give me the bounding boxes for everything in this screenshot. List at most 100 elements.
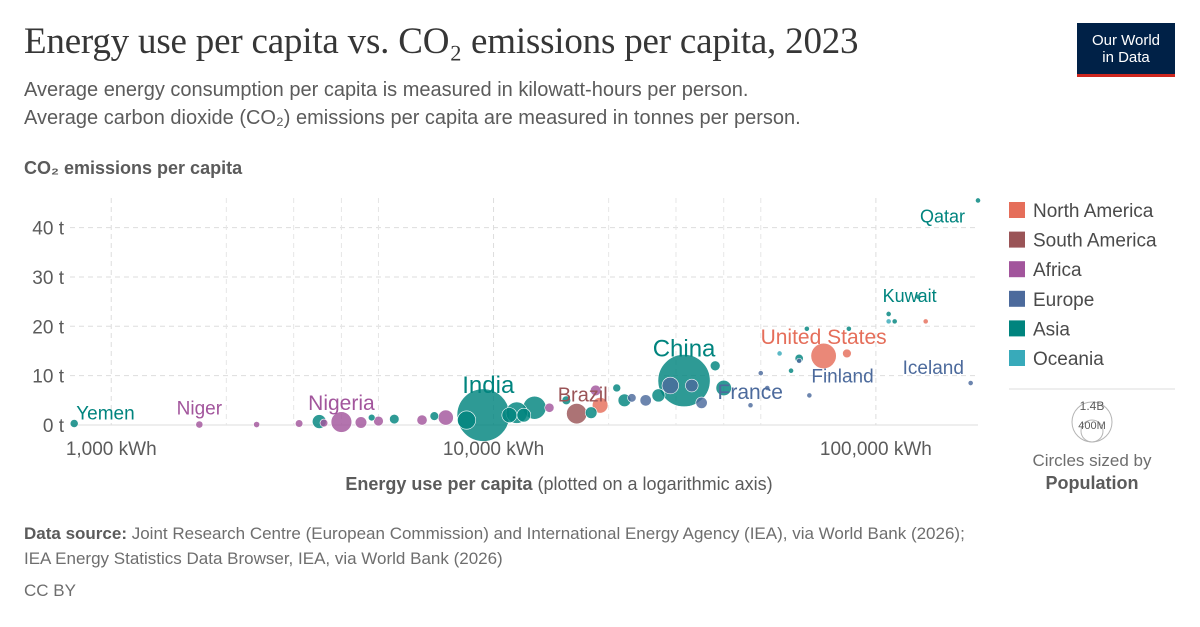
chart-subtitle: Average energy consumption per capita is… (24, 76, 1024, 132)
legend-item[interactable]: Europe (1009, 290, 1094, 311)
point-label: China (653, 336, 716, 363)
data-point[interactable] (516, 407, 532, 423)
data-point[interactable] (437, 409, 454, 426)
data-point[interactable] (709, 360, 721, 372)
point-label: Finland (811, 366, 873, 387)
chart-title: Energy use per capita vs. CO₂ emissions … (24, 21, 859, 62)
data-point[interactable] (891, 318, 898, 325)
data-point[interactable] (922, 318, 929, 325)
license[interactable]: CC BY (24, 581, 76, 600)
legend-item[interactable]: Asia (1009, 319, 1070, 340)
data-point[interactable] (253, 421, 261, 428)
source-line-1[interactable]: Joint Research Centre (European Commissi… (131, 524, 965, 543)
logo-line-2: in Data (1102, 49, 1150, 66)
point-label: United States (761, 326, 887, 349)
data-point[interactable] (373, 415, 384, 427)
x-axis-title-note: (plotted on a logarithmic axis) (537, 474, 772, 494)
data-point[interactable] (685, 378, 699, 393)
point-label: Yemen (76, 404, 134, 425)
data-point[interactable] (845, 325, 852, 332)
data-point[interactable] (842, 348, 852, 359)
data-point[interactable] (319, 418, 329, 428)
data-point[interactable] (764, 385, 771, 391)
size-legend-caption: Circles sized by (1032, 451, 1152, 470)
point-label: Nigeria (308, 392, 375, 415)
y-axis-title: CO₂ emissions per capita (24, 158, 243, 178)
data-point[interactable] (915, 293, 922, 300)
data-point[interactable] (612, 383, 622, 393)
legend-item[interactable]: South America (1009, 231, 1157, 252)
data-point[interactable] (294, 419, 304, 428)
data-point[interactable] (544, 402, 555, 413)
data-point[interactable] (651, 388, 666, 403)
point-label: Niger (177, 399, 223, 420)
x-axis-title: Energy use per capita (plotted on a loga… (345, 474, 772, 494)
data-point[interactable] (389, 413, 400, 425)
footer-source: Data source: Joint Research Centre (Euro… (24, 521, 1184, 571)
y-tick-label: 20 t (32, 317, 64, 338)
legend-swatch (1009, 290, 1025, 307)
point-label: India (462, 372, 515, 399)
data-point[interactable] (975, 197, 981, 204)
data-point[interactable] (806, 392, 813, 399)
legend-swatch (1009, 261, 1025, 278)
data-point[interactable] (429, 411, 440, 421)
data-point[interactable] (69, 419, 79, 428)
y-tick-label: 10 t (32, 367, 64, 388)
legend-item[interactable]: Africa (1009, 260, 1082, 281)
data-point[interactable] (627, 393, 637, 403)
data-point[interactable] (695, 396, 708, 409)
size-legend-large-label: 1.4B (1080, 399, 1105, 413)
legend-label: Oceania (1033, 349, 1104, 370)
data-point[interactable] (715, 379, 732, 397)
y-tick-label: 30 t (32, 268, 64, 289)
data-point[interactable] (590, 384, 602, 397)
x-tick-label: 1,000 kWh (66, 439, 157, 460)
logo-line-1: Our World (1091, 32, 1161, 49)
data-point[interactable] (885, 318, 892, 325)
data-point[interactable] (661, 376, 679, 395)
scatter-chart: CO₂ emissions per capita 0 t 10 t 20 t 30 t 4… (24, 158, 1175, 494)
data-point[interactable] (457, 410, 477, 430)
point-label: Kuwait (883, 286, 937, 306)
data-point[interactable] (757, 370, 764, 377)
data-point[interactable] (639, 394, 652, 407)
legend-label: Europe (1033, 290, 1094, 311)
data-point[interactable] (967, 380, 974, 386)
legend-item[interactable]: Oceania (1009, 349, 1104, 370)
owid-logo[interactable]: Our World in Data (1077, 23, 1175, 77)
data-point[interactable] (788, 367, 794, 374)
data-point[interactable] (776, 350, 783, 357)
size-legend-small-label: 400M (1078, 420, 1106, 432)
legend-swatch (1009, 320, 1025, 337)
legend-label: Asia (1033, 319, 1070, 340)
legend-swatch (1009, 350, 1025, 366)
x-axis-title-bold: Energy use per capita (345, 474, 537, 494)
source-line-2[interactable]: IEA Energy Statistics Data Browser, IEA,… (24, 549, 503, 568)
data-point[interactable] (330, 411, 353, 433)
data-point[interactable] (561, 395, 572, 406)
legend-item[interactable]: North America (1009, 201, 1154, 222)
y-tick-label: 0 t (43, 416, 65, 437)
point-label: Qatar (920, 206, 965, 226)
data-point[interactable] (803, 325, 810, 332)
data-point[interactable] (885, 311, 892, 317)
legend-label: South America (1033, 231, 1157, 252)
data-point[interactable] (810, 342, 837, 369)
x-tick-label: 100,000 kWh (820, 439, 932, 460)
data-point[interactable] (416, 414, 428, 426)
legend-label: Africa (1033, 260, 1082, 281)
data-point[interactable] (501, 407, 518, 423)
data-point[interactable] (195, 420, 204, 429)
data-point[interactable] (584, 406, 598, 419)
source-label: Data source: (24, 524, 127, 543)
data-point[interactable] (354, 416, 368, 429)
data-point[interactable] (796, 357, 803, 364)
data-point[interactable] (747, 402, 754, 409)
subtitle-line-1: Average energy consumption per capita is… (24, 79, 749, 101)
subtitle-line-2: Average carbon dioxide (CO₂) emissions p… (24, 107, 801, 129)
point-label: France (718, 381, 783, 404)
data-point[interactable] (367, 413, 376, 422)
size-legend-variable: Population (1046, 473, 1139, 493)
x-tick-label: 10,000 kWh (443, 439, 544, 460)
